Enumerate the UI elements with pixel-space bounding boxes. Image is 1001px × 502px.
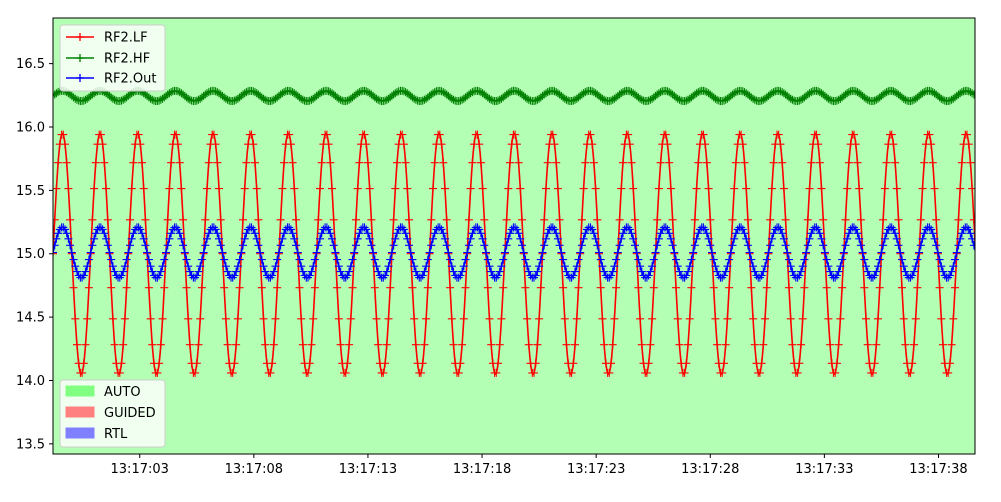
y-tick-label: 15.5 <box>16 184 45 199</box>
x-tick-label: 13:17:28 <box>681 462 739 477</box>
legend-item-rtl: RTL <box>65 427 128 442</box>
legend-label-rtl: RTL <box>104 427 128 442</box>
x-tick-label: 13:17:08 <box>225 462 283 477</box>
legend-item-rf2-lf: RF2.LF <box>66 31 148 46</box>
legend-marker-rf2-out <box>76 74 84 82</box>
plot-area <box>53 18 975 454</box>
x-tick-label: 13:17:13 <box>339 462 397 477</box>
legend-item-rf2-hf: RF2.HF <box>66 52 150 67</box>
y-tick-label: 15.0 <box>16 247 45 262</box>
x-tick-label: 13:17:33 <box>795 462 853 477</box>
x-tick-label: 13:17:18 <box>453 462 511 477</box>
series-markers-rf2-out <box>53 223 975 282</box>
series-rf2-lf <box>53 130 975 377</box>
series-rf2-hf <box>53 86 975 105</box>
legend-swatch-guided <box>65 406 95 418</box>
series-legend-box <box>59 24 166 92</box>
y-tick-label: 14.5 <box>16 311 45 326</box>
legend-item-auto: AUTO <box>65 385 141 400</box>
x-tick-label: 13:17:38 <box>909 462 967 477</box>
y-tick-label: 16.5 <box>16 57 45 72</box>
legend-label-guided: GUIDED <box>104 406 156 421</box>
legend-marker-rf2-lf <box>76 33 84 41</box>
legend-item-rf2-out: RF2.Out <box>66 72 156 87</box>
y-tick-label: 14.0 <box>16 374 45 389</box>
legend-label-rf2-out: RF2.Out <box>104 72 156 87</box>
legend-marker-rf2-hf <box>76 54 84 62</box>
plot-frame <box>52 17 976 455</box>
legend-item-guided: GUIDED <box>65 406 156 421</box>
y-tick-label: 13.5 <box>16 437 45 452</box>
y-tick-label: 16.0 <box>16 121 45 136</box>
x-tick-label: 13:17:03 <box>111 462 169 477</box>
legend-label-auto: AUTO <box>104 385 141 400</box>
legend-label-rf2-hf: RF2.HF <box>104 52 150 67</box>
series-markers-rf2-lf <box>53 130 975 377</box>
mode-legend: AUTO GUIDED RTL <box>59 379 166 448</box>
legend-swatch-rtl <box>65 427 95 439</box>
legend-label-rf2-lf: RF2.LF <box>104 31 148 46</box>
x-tick-label: 13:17:23 <box>567 462 625 477</box>
y-axis: 13.5 14.0 14.5 15.0 15.5 16.0 16.5 <box>16 57 53 452</box>
series-rf2-out <box>53 223 975 282</box>
series-layer <box>53 86 975 377</box>
legend-swatch-auto <box>65 385 95 397</box>
series-markers-rf2-hf <box>53 86 975 105</box>
x-axis: 13:17:03 13:17:08 13:17:13 13:17:18 13:17:23… <box>111 454 968 477</box>
series-legend: RF2.LF RF2.HF RF2.Out <box>59 24 166 92</box>
